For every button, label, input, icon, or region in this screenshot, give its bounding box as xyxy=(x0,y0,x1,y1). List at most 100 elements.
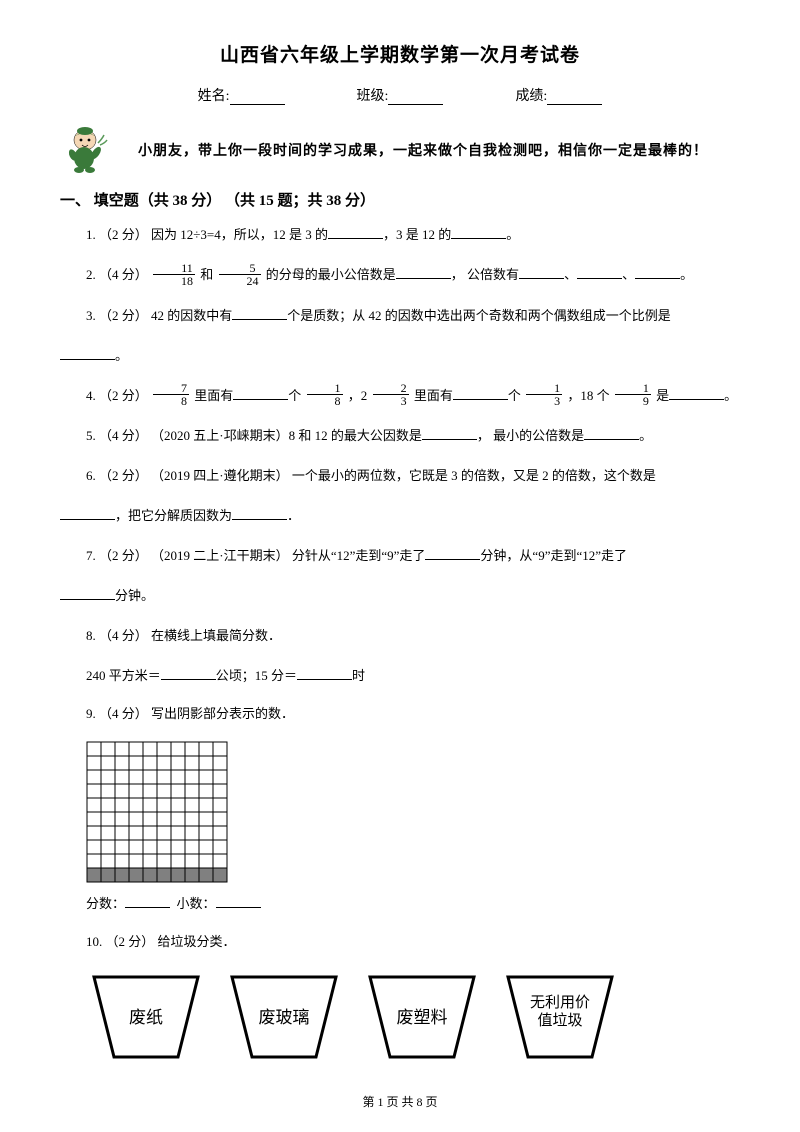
q3-blank-2[interactable] xyxy=(60,347,115,360)
question-7: 7. （2 分） （2019 二上·江干期末） 分针从“12”走到“9”走了 分钟… xyxy=(60,543,740,569)
q5-end: 。 xyxy=(639,428,652,443)
question-8: 8. （4 分） 在横线上填最简分数． xyxy=(60,623,740,649)
question-2: 2. （4 分） 1118 和 524 的分母的最小公倍数是， 公倍数有、、。 xyxy=(60,262,740,289)
section-header: 一、 填空题（共 38 分） （共 15 题；共 38 分） xyxy=(60,189,740,210)
q4-blank-3[interactable] xyxy=(669,387,724,400)
q4-p6: 个 xyxy=(508,388,524,403)
fraction-1-3: 13 xyxy=(526,382,562,407)
q7-t1: 7. （2 分） （2019 二上·江干期末） 分针从“12”走到“9”走了 xyxy=(86,548,425,563)
question-9: 9. （4 分） 写出阴影部分表示的数． xyxy=(60,701,740,727)
q4-p3: 个 xyxy=(288,388,304,403)
cup-waste-glass: 废玻璃 xyxy=(224,969,344,1064)
question-1: 1. （2 分） 因为 12÷3=4，所以，12 是 3 的 ，3 是 12 的 。 xyxy=(60,222,740,248)
q2-blank-3[interactable] xyxy=(577,266,622,279)
question-6: 6. （2 分） （2019 四上·遵化期末） 一个最小的两位数，它既是 3 的… xyxy=(60,463,740,489)
question-4: 4. （2 分） 78 里面有个 18 ，2 23 里面有个 13 ，18 个 … xyxy=(60,383,740,410)
fraction-5-24: 524 xyxy=(219,262,261,287)
q9-title: 9. （4 分） 写出阴影部分表示的数． xyxy=(86,706,294,721)
class-label: 班级: xyxy=(357,89,389,104)
q7-t3: 分钟。 xyxy=(115,588,154,603)
q6-blank-2[interactable] xyxy=(232,507,287,520)
q1-blank-2[interactable] xyxy=(451,226,506,239)
q5-t2: ， 最小的公倍数是 xyxy=(477,428,584,443)
q1-blank-1[interactable] xyxy=(328,226,383,239)
q8-blank-2[interactable] xyxy=(297,667,352,680)
fraction-2-3: 23 xyxy=(373,382,409,407)
q4-p8: 是 xyxy=(653,388,669,403)
page-title: 山西省六年级上学期数学第一次月考试卷 xyxy=(60,40,740,67)
student-info-row: 姓名: 班级: 成绩: xyxy=(60,85,740,105)
q6-end: ． xyxy=(287,508,300,523)
question-3-cont: 。 xyxy=(60,343,740,369)
q7-t2: 分钟，从“9”走到“12”走了 xyxy=(480,548,627,563)
q8-l2: 公顷；15 分＝ xyxy=(216,668,297,683)
class-blank[interactable] xyxy=(388,91,443,105)
cup-label-3: 废塑料 xyxy=(362,1003,482,1028)
q6-t1: 6. （2 分） （2019 四上·遵化期末） 一个最小的两位数，它既是 3 的… xyxy=(86,468,656,483)
q2-and: 和 xyxy=(197,267,217,282)
cup-label-2: 废玻璃 xyxy=(224,1003,344,1028)
q2-t1: 2. （4 分） xyxy=(86,267,151,282)
q2-blank-2[interactable] xyxy=(519,266,564,279)
question-9-labels: 分数： 小数： xyxy=(86,891,740,917)
q9-l2: 小数： xyxy=(177,896,216,911)
q4-p2: 里面有 xyxy=(191,388,233,403)
q2-s2: 、 xyxy=(622,267,635,282)
q8-l1: 240 平方米＝ xyxy=(86,668,161,683)
q5-blank-1[interactable] xyxy=(422,427,477,440)
q2-blank-4[interactable] xyxy=(635,266,680,279)
q8-blank-1[interactable] xyxy=(161,667,216,680)
intro-row: 小朋友，带上你一段时间的学习成果，一起来做个自我检测吧，相信你一定是最棒的！ xyxy=(60,125,740,175)
q4-end: 。 xyxy=(724,388,737,403)
fraction-11-18: 1118 xyxy=(153,262,195,287)
fraction-1-9: 19 xyxy=(615,382,651,407)
q2-t2: 的分母的最小公倍数是 xyxy=(263,267,396,282)
q4-blank-1[interactable] xyxy=(233,387,288,400)
question-7-cont: 分钟。 xyxy=(60,583,740,609)
q7-blank-1[interactable] xyxy=(425,547,480,560)
grid-10x10 xyxy=(86,741,228,883)
question-8-sub: 240 平方米＝ 公顷；15 分＝ 时 xyxy=(86,663,740,689)
q3-end: 。 xyxy=(115,348,128,363)
page-footer: 第 1 页 共 8 页 xyxy=(0,1093,800,1110)
q1-text2: ，3 是 12 的 xyxy=(383,227,451,242)
cup-label-1: 废纸 xyxy=(86,1003,206,1028)
q4-p5: 里面有 xyxy=(411,388,453,403)
cup-waste-plastic: 废塑料 xyxy=(362,969,482,1064)
q2-s1: 、 xyxy=(564,267,577,282)
question-6-cont: ，把它分解质因数为 ． xyxy=(60,503,740,529)
score-blank[interactable] xyxy=(547,91,602,105)
cup-label-4: 无利用价值垃圾 xyxy=(500,994,620,1032)
question-10: 10. （2 分） 给垃圾分类． xyxy=(60,929,740,955)
q8-l3: 时 xyxy=(352,668,365,683)
intro-text: 小朋友，带上你一段时间的学习成果，一起来做个自我检测吧，相信你一定是最棒的！ xyxy=(138,140,708,160)
q7-blank-2[interactable] xyxy=(60,587,115,600)
cups-row: 废纸 废玻璃 废塑料 无利用价值垃圾 xyxy=(86,969,740,1064)
q3-t2: 个是质数；从 42 的因数中选出两个奇数和两个偶数组成一个比例是 xyxy=(287,308,671,323)
mascot-icon xyxy=(60,125,110,175)
q4-p4: ，2 xyxy=(345,388,371,403)
q1-text: 1. （2 分） 因为 12÷3=4，所以，12 是 3 的 xyxy=(86,227,328,242)
q2-blank-1[interactable] xyxy=(396,266,451,279)
q9-blank-1[interactable] xyxy=(125,895,170,908)
q10-title: 10. （2 分） 给垃圾分类． xyxy=(86,934,236,949)
q8-title: 8. （4 分） 在横线上填最简分数． xyxy=(86,628,281,643)
q1-end: 。 xyxy=(506,227,519,242)
q9-l1: 分数： xyxy=(86,896,125,911)
q6-t2: ，把它分解质因数为 xyxy=(115,508,232,523)
fraction-1-8: 18 xyxy=(307,382,343,407)
grid-figure xyxy=(86,741,740,883)
q4-blank-2[interactable] xyxy=(453,387,508,400)
name-blank[interactable] xyxy=(230,91,285,105)
q4-p7: ，18 个 xyxy=(564,388,613,403)
q3-t1: 3. （2 分） 42 的因数中有 xyxy=(86,308,232,323)
q5-blank-2[interactable] xyxy=(584,427,639,440)
q9-blank-2[interactable] xyxy=(216,895,261,908)
question-5: 5. （4 分） （2020 五上·邛崃期末）8 和 12 的最大公因数是 ， 最… xyxy=(60,423,740,449)
q5-t1: 5. （4 分） （2020 五上·邛崃期末）8 和 12 的最大公因数是 xyxy=(86,428,422,443)
q3-blank-1[interactable] xyxy=(232,307,287,320)
cup-no-value: 无利用价值垃圾 xyxy=(500,969,620,1064)
q6-blank-1[interactable] xyxy=(60,507,115,520)
name-label: 姓名: xyxy=(198,89,230,104)
cup-waste-paper: 废纸 xyxy=(86,969,206,1064)
